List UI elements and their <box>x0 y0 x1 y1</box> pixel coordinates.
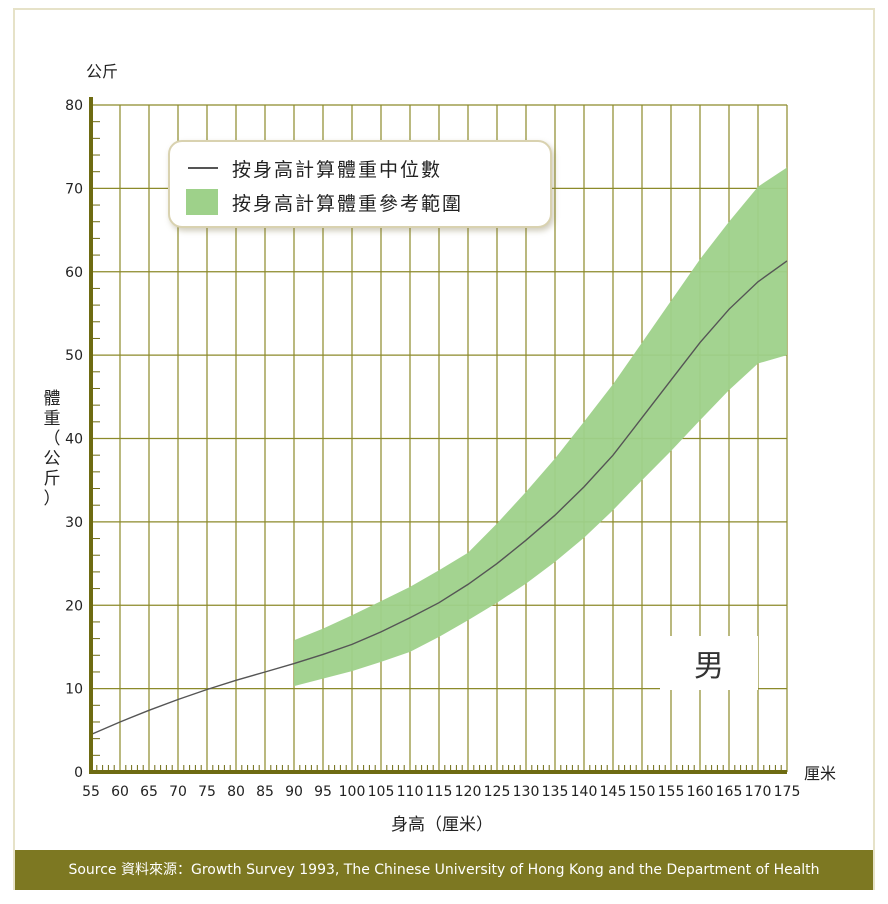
x-tick-label: 115 <box>426 784 453 800</box>
x-tick-label: 145 <box>600 784 627 800</box>
y-tick-label: 0 <box>74 765 83 781</box>
median-line <box>90 260 788 736</box>
y-tick-label: 60 <box>65 265 83 281</box>
y-unit-label: 公斤 <box>86 62 119 81</box>
x-axis-title: 身高（厘米） <box>391 815 493 835</box>
x-tick-label: 90 <box>285 784 303 800</box>
y-tick-label: 50 <box>65 348 83 364</box>
x-tick-label: 85 <box>256 784 274 800</box>
x-tick-label: 160 <box>687 784 714 800</box>
y-axis-title-char: 體 <box>44 389 61 409</box>
legend-line-swatch <box>188 167 218 169</box>
y-tick-label: 80 <box>65 98 83 114</box>
x-tick-label: 70 <box>169 784 187 800</box>
y-axis-title-char: 斤 <box>44 469 61 489</box>
x-tick-label: 150 <box>629 784 656 800</box>
legend: 按身高計算體重中位數 按身高計算體重參考範圍 <box>168 140 552 228</box>
x-tick-label: 155 <box>658 784 685 800</box>
reference-band <box>294 167 787 687</box>
y-tick-label: 20 <box>65 598 83 614</box>
median-line-layer <box>90 260 788 736</box>
y-axis-title-char: 重 <box>44 409 61 429</box>
x-tick-label: 65 <box>140 784 158 800</box>
gender-label: 男 <box>660 636 758 690</box>
x-tick-label: 130 <box>513 784 540 800</box>
x-tick-label: 140 <box>571 784 598 800</box>
source-footer: Source 資料來源：Growth Survey 1993, The Chin… <box>15 850 873 890</box>
legend-item-range: 按身高計算體重參考範圍 <box>186 187 463 217</box>
y-tick-label: 10 <box>65 682 83 698</box>
x-tick-label: 80 <box>227 784 245 800</box>
legend-label-range: 按身高計算體重參考範圍 <box>232 192 464 215</box>
x-tick-label: 170 <box>745 784 772 800</box>
y-axis-title-char: ） <box>44 489 61 509</box>
y-tick-label: 40 <box>65 432 83 448</box>
x-tick-label: 125 <box>484 784 511 800</box>
x-tick-label: 120 <box>455 784 482 800</box>
x-unit-label: 厘米 <box>804 764 837 783</box>
x-tick-label: 100 <box>339 784 366 800</box>
y-axis-title-char: （ <box>44 429 61 449</box>
x-tick-label: 110 <box>397 784 424 800</box>
legend-item-median: 按身高計算體重中位數 <box>186 153 442 183</box>
reference-band-layer <box>294 167 787 687</box>
axes <box>89 97 787 774</box>
tick-labels: 55 60 65 70 75 80 85 90 95 100 105 110 115 120 125 130 1… <box>65 98 800 800</box>
y-axis-title: 體重（公斤） <box>44 389 61 509</box>
x-tick-label: 95 <box>314 784 332 800</box>
legend-band-swatch <box>186 189 218 215</box>
x-tick-label: 105 <box>368 784 395 800</box>
x-tick-label: 55 <box>82 784 100 800</box>
x-tick-label: 175 <box>774 784 801 800</box>
y-tick-label: 30 <box>65 515 83 531</box>
x-tick-label: 60 <box>111 784 129 800</box>
x-tick-label: 165 <box>716 784 743 800</box>
legend-label-median: 按身高計算體重中位數 <box>232 158 443 181</box>
x-tick-label: 75 <box>198 784 216 800</box>
x-tick-label: 135 <box>542 784 569 800</box>
y-tick-label: 70 <box>65 181 83 197</box>
y-axis-title-char: 公 <box>44 449 61 469</box>
